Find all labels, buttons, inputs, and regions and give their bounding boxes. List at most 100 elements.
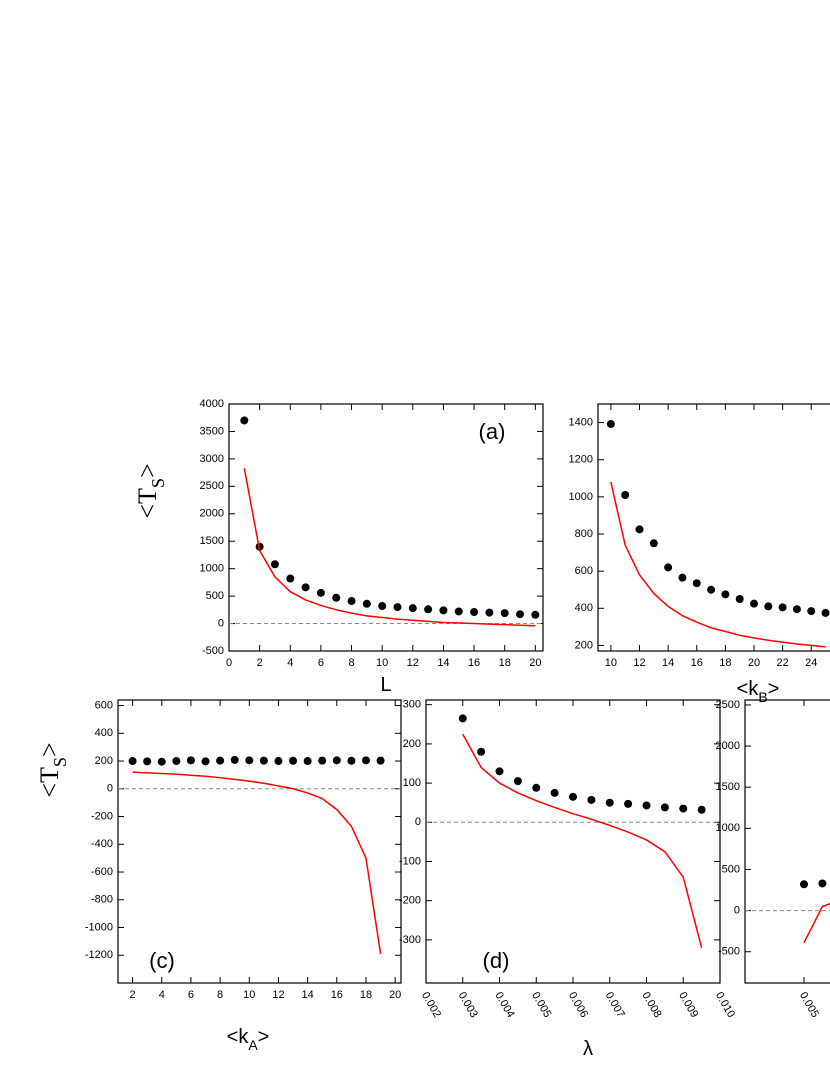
data-point bbox=[679, 804, 688, 813]
x-tick-label: 16 bbox=[331, 989, 343, 1001]
data-point bbox=[635, 525, 644, 534]
x-axis-label-part: L bbox=[380, 674, 391, 696]
y-tick-label: 0 bbox=[734, 905, 740, 917]
data-point bbox=[495, 767, 504, 776]
y-tick-label: 0 bbox=[415, 816, 421, 828]
x-tick-label: 20 bbox=[748, 657, 760, 669]
y-tick-label: 2000 bbox=[716, 740, 740, 752]
y-tick-label: 1000 bbox=[716, 822, 740, 834]
data-point bbox=[470, 608, 479, 617]
y-tick-label: 400 bbox=[575, 602, 593, 614]
y-tick-label: -600 bbox=[91, 866, 113, 878]
x-tick-label: 16 bbox=[691, 657, 703, 669]
data-point bbox=[678, 573, 687, 582]
data-point bbox=[721, 590, 730, 599]
x-tick-label: 18 bbox=[719, 657, 731, 669]
y-tick-label: 200 bbox=[403, 738, 421, 750]
x-axis-label-part: λ bbox=[583, 1038, 593, 1060]
x-tick-label: 0.008 bbox=[639, 990, 663, 1020]
data-point bbox=[186, 756, 195, 765]
y-tick-label: 3500 bbox=[200, 425, 224, 437]
y-axis-label-part: <T bbox=[133, 488, 162, 519]
x-tick-label: 4 bbox=[287, 657, 293, 669]
x-axis-label-part: <k bbox=[737, 678, 760, 700]
data-point bbox=[531, 610, 540, 619]
x-tick-label: 0.002 bbox=[419, 990, 443, 1020]
y-tick-label: 200 bbox=[575, 639, 593, 651]
data-point bbox=[707, 585, 716, 594]
x-axis-label: <kA> bbox=[227, 1026, 270, 1052]
y-tick-label: 3000 bbox=[200, 453, 224, 465]
y-tick-label: 1500 bbox=[716, 781, 740, 793]
x-tick-label: 2 bbox=[257, 657, 263, 669]
model-line bbox=[462, 733, 703, 948]
data-point bbox=[642, 801, 651, 810]
data-point bbox=[818, 879, 827, 888]
data-point bbox=[216, 756, 225, 765]
y-tick-label: 500 bbox=[722, 863, 740, 875]
x-tick-label: 0.005 bbox=[797, 990, 821, 1020]
data-point bbox=[201, 757, 210, 766]
data-point bbox=[532, 783, 541, 792]
data-point bbox=[500, 609, 509, 618]
plot-frame bbox=[425, 699, 721, 984]
x-tick-label: 20 bbox=[389, 989, 401, 1001]
data-point bbox=[764, 602, 773, 611]
data-point bbox=[240, 416, 249, 425]
y-tick-label: 1000 bbox=[200, 563, 224, 575]
panel-label: (d) bbox=[483, 948, 510, 973]
x-axis-label: λ bbox=[583, 1038, 593, 1060]
x-tick-label: 22 bbox=[777, 657, 789, 669]
data-point bbox=[792, 605, 801, 614]
panel-label: (c) bbox=[149, 948, 175, 973]
x-tick-label: 0.003 bbox=[456, 990, 480, 1020]
data-point bbox=[318, 756, 327, 765]
data-point bbox=[128, 757, 137, 766]
x-tick-label: 12 bbox=[272, 989, 284, 1001]
y-tick-label: -1200 bbox=[85, 949, 113, 961]
data-point bbox=[424, 605, 433, 614]
y-tick-label: 600 bbox=[95, 699, 113, 711]
data-point bbox=[735, 595, 744, 603]
data-point bbox=[692, 579, 701, 588]
y-tick-label: 400 bbox=[95, 727, 113, 739]
x-tick-label: 2 bbox=[130, 989, 136, 1001]
x-tick-label: 10 bbox=[243, 989, 255, 1001]
x-tick-label: 6 bbox=[188, 989, 194, 1001]
data-point bbox=[778, 603, 787, 612]
x-tick-label: 8 bbox=[348, 657, 354, 669]
y-tick-label: 1200 bbox=[569, 454, 593, 466]
panel: -500 0 500 1000 1500 2000 2500 0.005 bbox=[716, 699, 830, 1020]
y-axis-label-part: <T bbox=[35, 767, 64, 798]
data-point bbox=[569, 792, 577, 801]
x-tick-label: 16 bbox=[468, 657, 480, 669]
data-point bbox=[301, 583, 310, 592]
x-tick-label: 4 bbox=[159, 989, 165, 1001]
y-axis-label-part: > bbox=[133, 463, 162, 478]
x-tick-label: 0.010 bbox=[713, 990, 737, 1020]
x-tick-label: 8 bbox=[217, 989, 223, 1001]
x-tick-label: 0.004 bbox=[492, 990, 516, 1020]
x-tick-label: 10 bbox=[605, 657, 617, 669]
data-point bbox=[259, 756, 268, 765]
data-point bbox=[624, 799, 633, 808]
model-line bbox=[132, 771, 382, 954]
y-tick-label: 1400 bbox=[569, 416, 593, 428]
data-point bbox=[332, 593, 341, 602]
data-point bbox=[157, 757, 166, 766]
data-point bbox=[316, 588, 325, 597]
y-axis-label: <TS> bbox=[133, 463, 168, 518]
data-point bbox=[800, 880, 808, 889]
x-tick-label: 0.006 bbox=[566, 990, 590, 1020]
x-axis-label-part: B bbox=[758, 689, 767, 705]
data-point bbox=[408, 604, 417, 613]
x-tick-label: 0.005 bbox=[529, 990, 553, 1020]
data-point bbox=[664, 563, 673, 572]
y-tick-label: 1500 bbox=[200, 535, 224, 547]
data-point bbox=[270, 560, 279, 569]
x-tick-label: 10 bbox=[376, 657, 388, 669]
x-tick-label: 18 bbox=[499, 657, 511, 669]
y-axis-label-part: S bbox=[148, 478, 168, 488]
